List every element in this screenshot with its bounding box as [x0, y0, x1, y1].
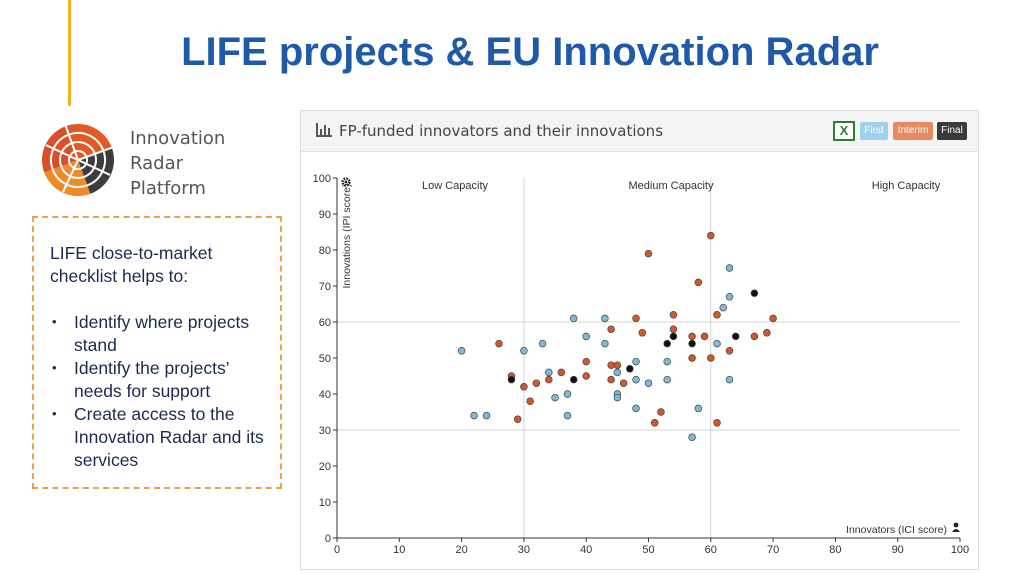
list-item-text: Identify where projects stand [74, 312, 250, 355]
list-item: • Identify the projects’ needs for suppor… [50, 357, 266, 403]
list-item-text: Identify the projects’ needs for support [74, 358, 229, 401]
filter-final-button[interactable]: Final [937, 122, 967, 140]
list-item-text: Create access to the Innovation Radar an… [74, 404, 264, 470]
filter-interim-button[interactable]: Interim [893, 122, 933, 140]
list-item: • Identify where projects stand [50, 311, 266, 357]
bullet-icon: • [52, 360, 57, 375]
innovation-radar-logo-icon [30, 118, 122, 203]
bullet-icon: • [52, 314, 57, 329]
slide-title: LIFE projects & EU Innovation Radar [181, 30, 879, 74]
chart-header: FP-funded innovators and their innovatio… [301, 111, 978, 152]
logo-line-1: Innovation [130, 128, 226, 149]
filter-first-button[interactable]: First [860, 122, 888, 140]
chart-title: FP-funded innovators and their innovatio… [339, 122, 664, 140]
bullet-icon: • [52, 406, 57, 421]
bar-chart-icon [316, 123, 332, 137]
logo-line-2: Radar [130, 153, 183, 174]
checklist-intro: LIFE close-to-market checklist helps to: [50, 243, 213, 286]
list-item: • Create access to the Innovation Radar a… [50, 403, 266, 472]
logo-line-3: Platform [130, 178, 206, 199]
chart-panel: FP-funded innovators and their innovatio… [300, 110, 979, 570]
accent-divider [68, 0, 71, 106]
excel-export-icon[interactable]: X [833, 121, 855, 141]
checklist-box: LIFE close-to-market checklist helps to:… [32, 216, 282, 489]
logo-wordmark: Innovation Radar Platform [130, 126, 225, 201]
checklist-list: • Identify where projects stand • Identify… [50, 311, 266, 472]
